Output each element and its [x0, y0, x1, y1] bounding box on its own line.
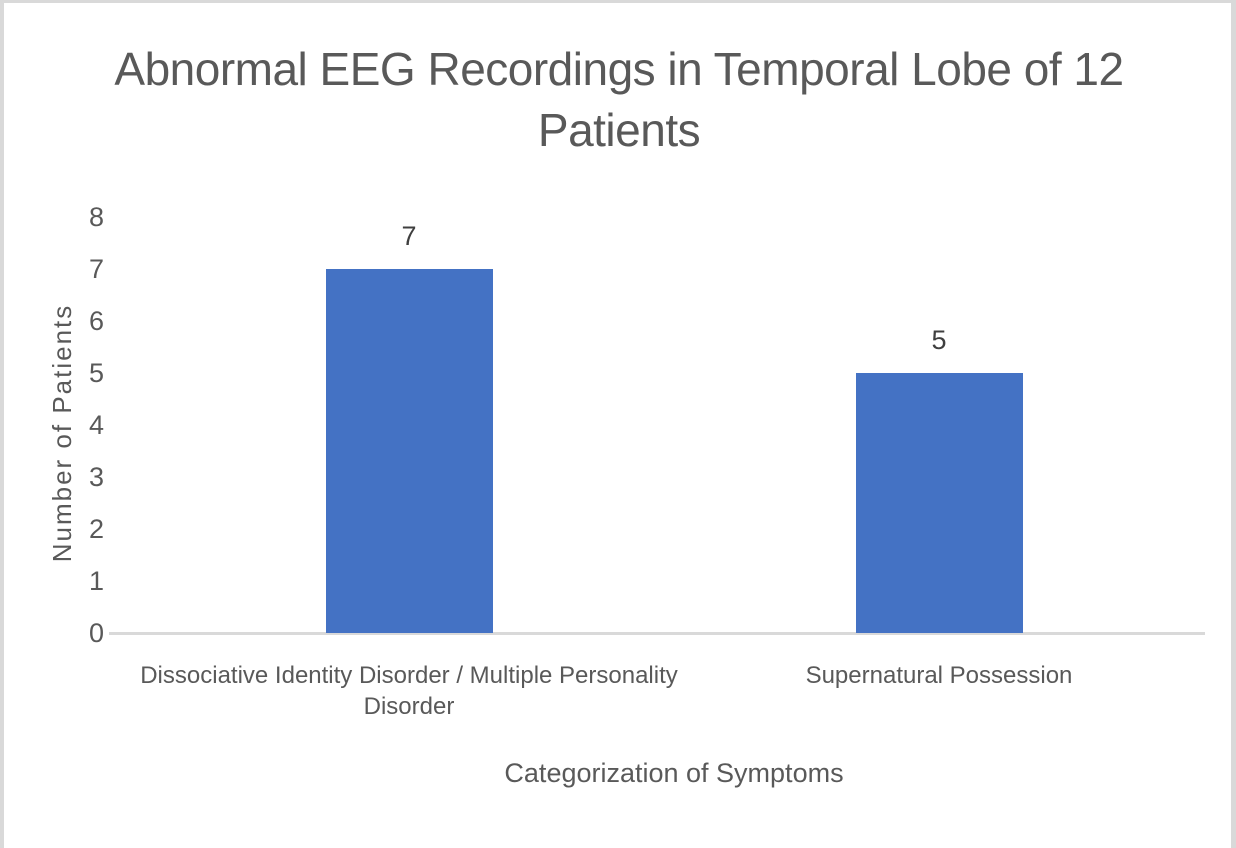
- y-tick-label: 4: [88, 410, 104, 440]
- y-tick-label: 3: [88, 462, 104, 492]
- bar-1: [325, 269, 493, 633]
- bar-2: [855, 373, 1023, 633]
- y-axis-tick-labels: 0 1 2 3 4 5 6 7 8: [34, 3, 104, 703]
- y-tick-label: 7: [88, 254, 104, 284]
- y-tick-label: 5: [88, 358, 104, 388]
- x-category-label: Dissociative Identity Disorder / Multipl…: [140, 662, 678, 720]
- x-axis-title: Categorization of Symptoms: [504, 758, 844, 788]
- y-tick-label: 6: [88, 306, 104, 336]
- y-tick-label: 2: [88, 514, 104, 544]
- y-tick-label: 8: [88, 202, 104, 232]
- bar-value-label: 5: [931, 325, 947, 355]
- x-category-label: Supernatural Possession: [805, 662, 1073, 689]
- x-axis-line: [109, 632, 1205, 635]
- y-tick-label: 1: [88, 566, 104, 596]
- chart-title: Abnormal EEG Recordings in Temporal Lobe…: [114, 43, 1124, 156]
- bar-value-label: 7: [401, 221, 417, 251]
- y-tick-label: 0: [88, 618, 104, 648]
